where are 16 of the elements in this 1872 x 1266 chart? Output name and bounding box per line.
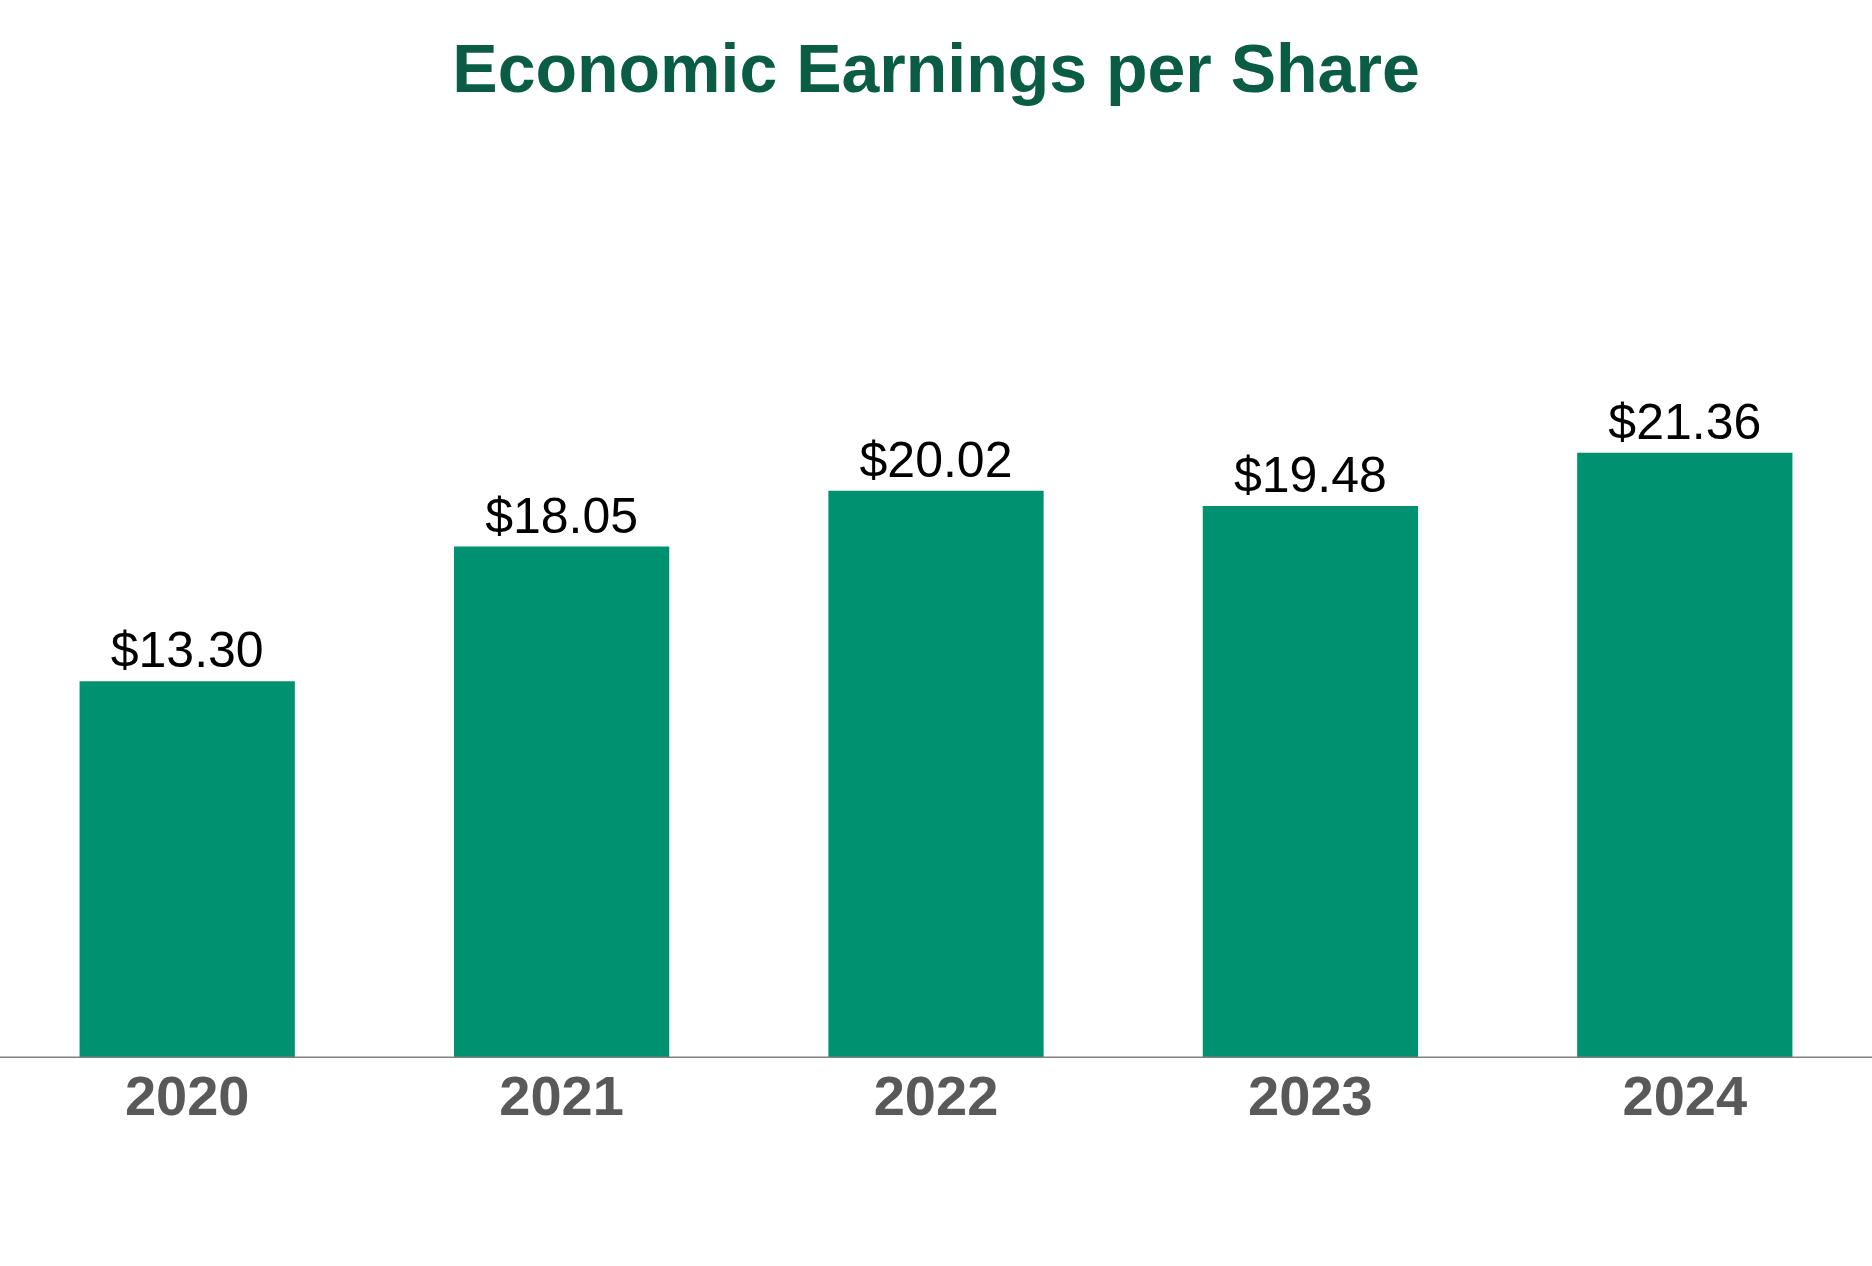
data-label: $19.48 xyxy=(1233,447,1387,504)
data-label: $13.30 xyxy=(110,622,264,679)
data-label: $20.02 xyxy=(859,431,1013,488)
chart-title: Economic Earnings per Share xyxy=(452,29,1420,106)
x-tick-label: 2024 xyxy=(1622,1064,1748,1127)
bar xyxy=(79,681,295,1058)
bar xyxy=(453,546,670,1058)
bar xyxy=(828,490,1044,1058)
x-tick-label: 2023 xyxy=(1248,1064,1373,1127)
data-label: $21.36 xyxy=(1608,393,1762,450)
bar xyxy=(1202,506,1419,1058)
x-tick-label: 2020 xyxy=(124,1064,250,1127)
data-label: $18.05 xyxy=(485,487,639,544)
x-tick-label: 2021 xyxy=(499,1064,624,1127)
bar xyxy=(1577,452,1793,1058)
x-tick-label: 2022 xyxy=(873,1064,999,1127)
